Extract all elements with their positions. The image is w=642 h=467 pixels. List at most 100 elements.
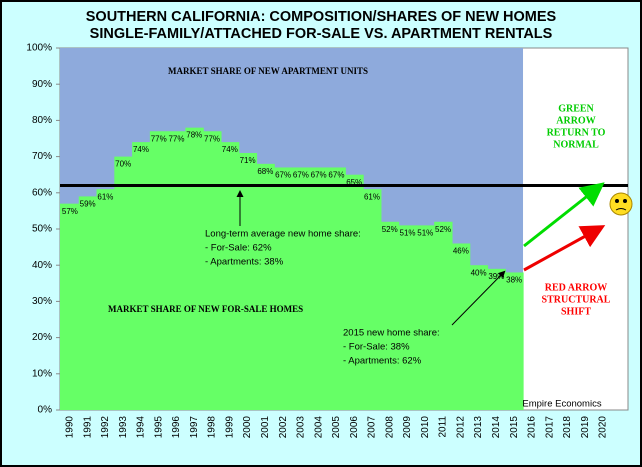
red-arrow (523, 225, 606, 272)
value-label: 77% (168, 134, 184, 143)
for-sale-step (380, 221, 400, 410)
x-tick-label: 1990 (65, 416, 76, 439)
annotation: NORMAL (553, 139, 599, 150)
annotation: SHIFT (561, 306, 591, 317)
value-label: 61% (97, 192, 113, 201)
face-icon (609, 192, 633, 216)
x-tick-label: 1992 (100, 416, 111, 439)
pointer-arrow (451, 270, 506, 326)
green-arrow (523, 182, 605, 248)
x-tick-label: 2015 (509, 416, 520, 439)
value-label: 70% (115, 160, 131, 169)
x-tick-label: 2004 (313, 416, 324, 439)
value-label: 52% (435, 225, 451, 234)
x-tick-label: 2014 (491, 416, 502, 439)
for-sale-step (185, 127, 204, 410)
value-label: 57% (62, 207, 78, 216)
for-sale-step (309, 167, 329, 410)
x-tick-label: 1999 (224, 416, 235, 439)
annotation: ARROW (556, 115, 595, 126)
annotation: Long-term average new home share: (205, 229, 361, 240)
x-tick-label: 2008 (384, 416, 395, 439)
annotation: - For-Sale: 38% (343, 342, 410, 353)
value-label: 74% (222, 145, 238, 154)
value-label: 38% (506, 276, 522, 285)
for-sale-step (114, 156, 133, 410)
y-tick-label: 50% (32, 224, 52, 235)
x-tick-label: 2018 (562, 416, 573, 439)
for-sale-step (416, 225, 435, 410)
y-tick-label: 0% (38, 405, 53, 416)
value-label: 52% (382, 225, 398, 234)
x-tick-label: 1993 (118, 416, 129, 439)
value-label: 67% (293, 171, 309, 180)
chart-subtitle: SINGLE-FAMILY/ATTACHED FOR-SALE VS. APAR… (90, 26, 553, 42)
annotation: RED ARROW (545, 282, 608, 293)
for-sale-step (487, 268, 506, 410)
x-tick-label: 2019 (580, 416, 591, 439)
y-tick-label: 90% (32, 79, 52, 90)
x-tick-label: 1997 (189, 416, 200, 439)
value-label: 39% (488, 272, 504, 281)
x-tick-label: 2020 (598, 416, 609, 439)
for-sale-step (132, 142, 151, 410)
for-sale-step (256, 163, 275, 410)
x-tick-label: 2012 (455, 416, 466, 439)
x-tick-label: 2001 (260, 416, 271, 439)
x-tick-label: 2005 (331, 416, 342, 439)
x-tick-label: 2006 (349, 416, 360, 439)
annotation: - Apartments: 38% (205, 257, 284, 268)
y-tick-label: 60% (32, 187, 52, 198)
for-sale-step (327, 167, 346, 410)
for-sale-step (274, 167, 293, 410)
value-label: 67% (311, 171, 327, 180)
annotation: RETURN TO (547, 127, 606, 138)
x-tick-label: 2007 (367, 416, 378, 439)
y-tick-label: 40% (32, 260, 52, 271)
value-label: 74% (133, 145, 149, 154)
x-tick-label: 2017 (544, 416, 555, 439)
y-tick-label: 70% (32, 151, 52, 162)
for-sale-step (451, 243, 471, 410)
x-tick-label: 2002 (278, 416, 289, 439)
y-tick-label: 100% (26, 43, 52, 54)
for-sale-step (398, 225, 417, 410)
x-tick-label: 2003 (296, 416, 307, 439)
x-tick-label: 2009 (402, 416, 413, 439)
value-label: 65% (346, 178, 362, 187)
value-label: 67% (275, 171, 291, 180)
value-label: 78% (186, 131, 202, 140)
for-sale-step (78, 196, 98, 410)
for-sale-step (203, 131, 222, 410)
x-tick-label: 2013 (473, 416, 484, 439)
value-label: 71% (240, 156, 256, 165)
for-sale-step (167, 131, 186, 410)
value-label: 61% (364, 192, 380, 201)
value-label: 59% (80, 200, 96, 209)
x-tick-label: 2000 (242, 416, 253, 439)
x-tick-label: 1998 (207, 416, 218, 439)
for-sale-step (505, 272, 524, 410)
for-sale-step (96, 189, 115, 410)
annotation: - Apartments: 62% (343, 356, 422, 367)
for-sale-step (292, 167, 311, 410)
x-tick-label: 2016 (527, 416, 538, 439)
y-tick-label: 20% (32, 332, 52, 343)
x-tick-label: 1995 (153, 416, 164, 439)
value-label: 77% (204, 134, 220, 143)
annotation: 2015 new home share: (343, 328, 440, 339)
value-label: 68% (257, 167, 273, 176)
chart-title: SOUTHERN CALIFORNIA: COMPOSITION/SHARES … (86, 9, 557, 25)
y-tick-label: 80% (32, 115, 52, 126)
for-sale-step (220, 142, 240, 410)
x-tick-label: 1994 (136, 416, 147, 439)
for-sale-step (363, 189, 382, 410)
annotation: MARKET SHARE OF NEW APARTMENT UNITS (168, 66, 368, 76)
value-label: 51% (417, 228, 433, 237)
y-tick-label: 30% (32, 296, 52, 307)
x-tick-label: 1996 (171, 416, 182, 439)
for-sale-step (60, 203, 80, 410)
for-sale-step (238, 152, 258, 411)
source: Empire Economics (522, 399, 601, 410)
y-tick-label: 10% (32, 368, 52, 379)
